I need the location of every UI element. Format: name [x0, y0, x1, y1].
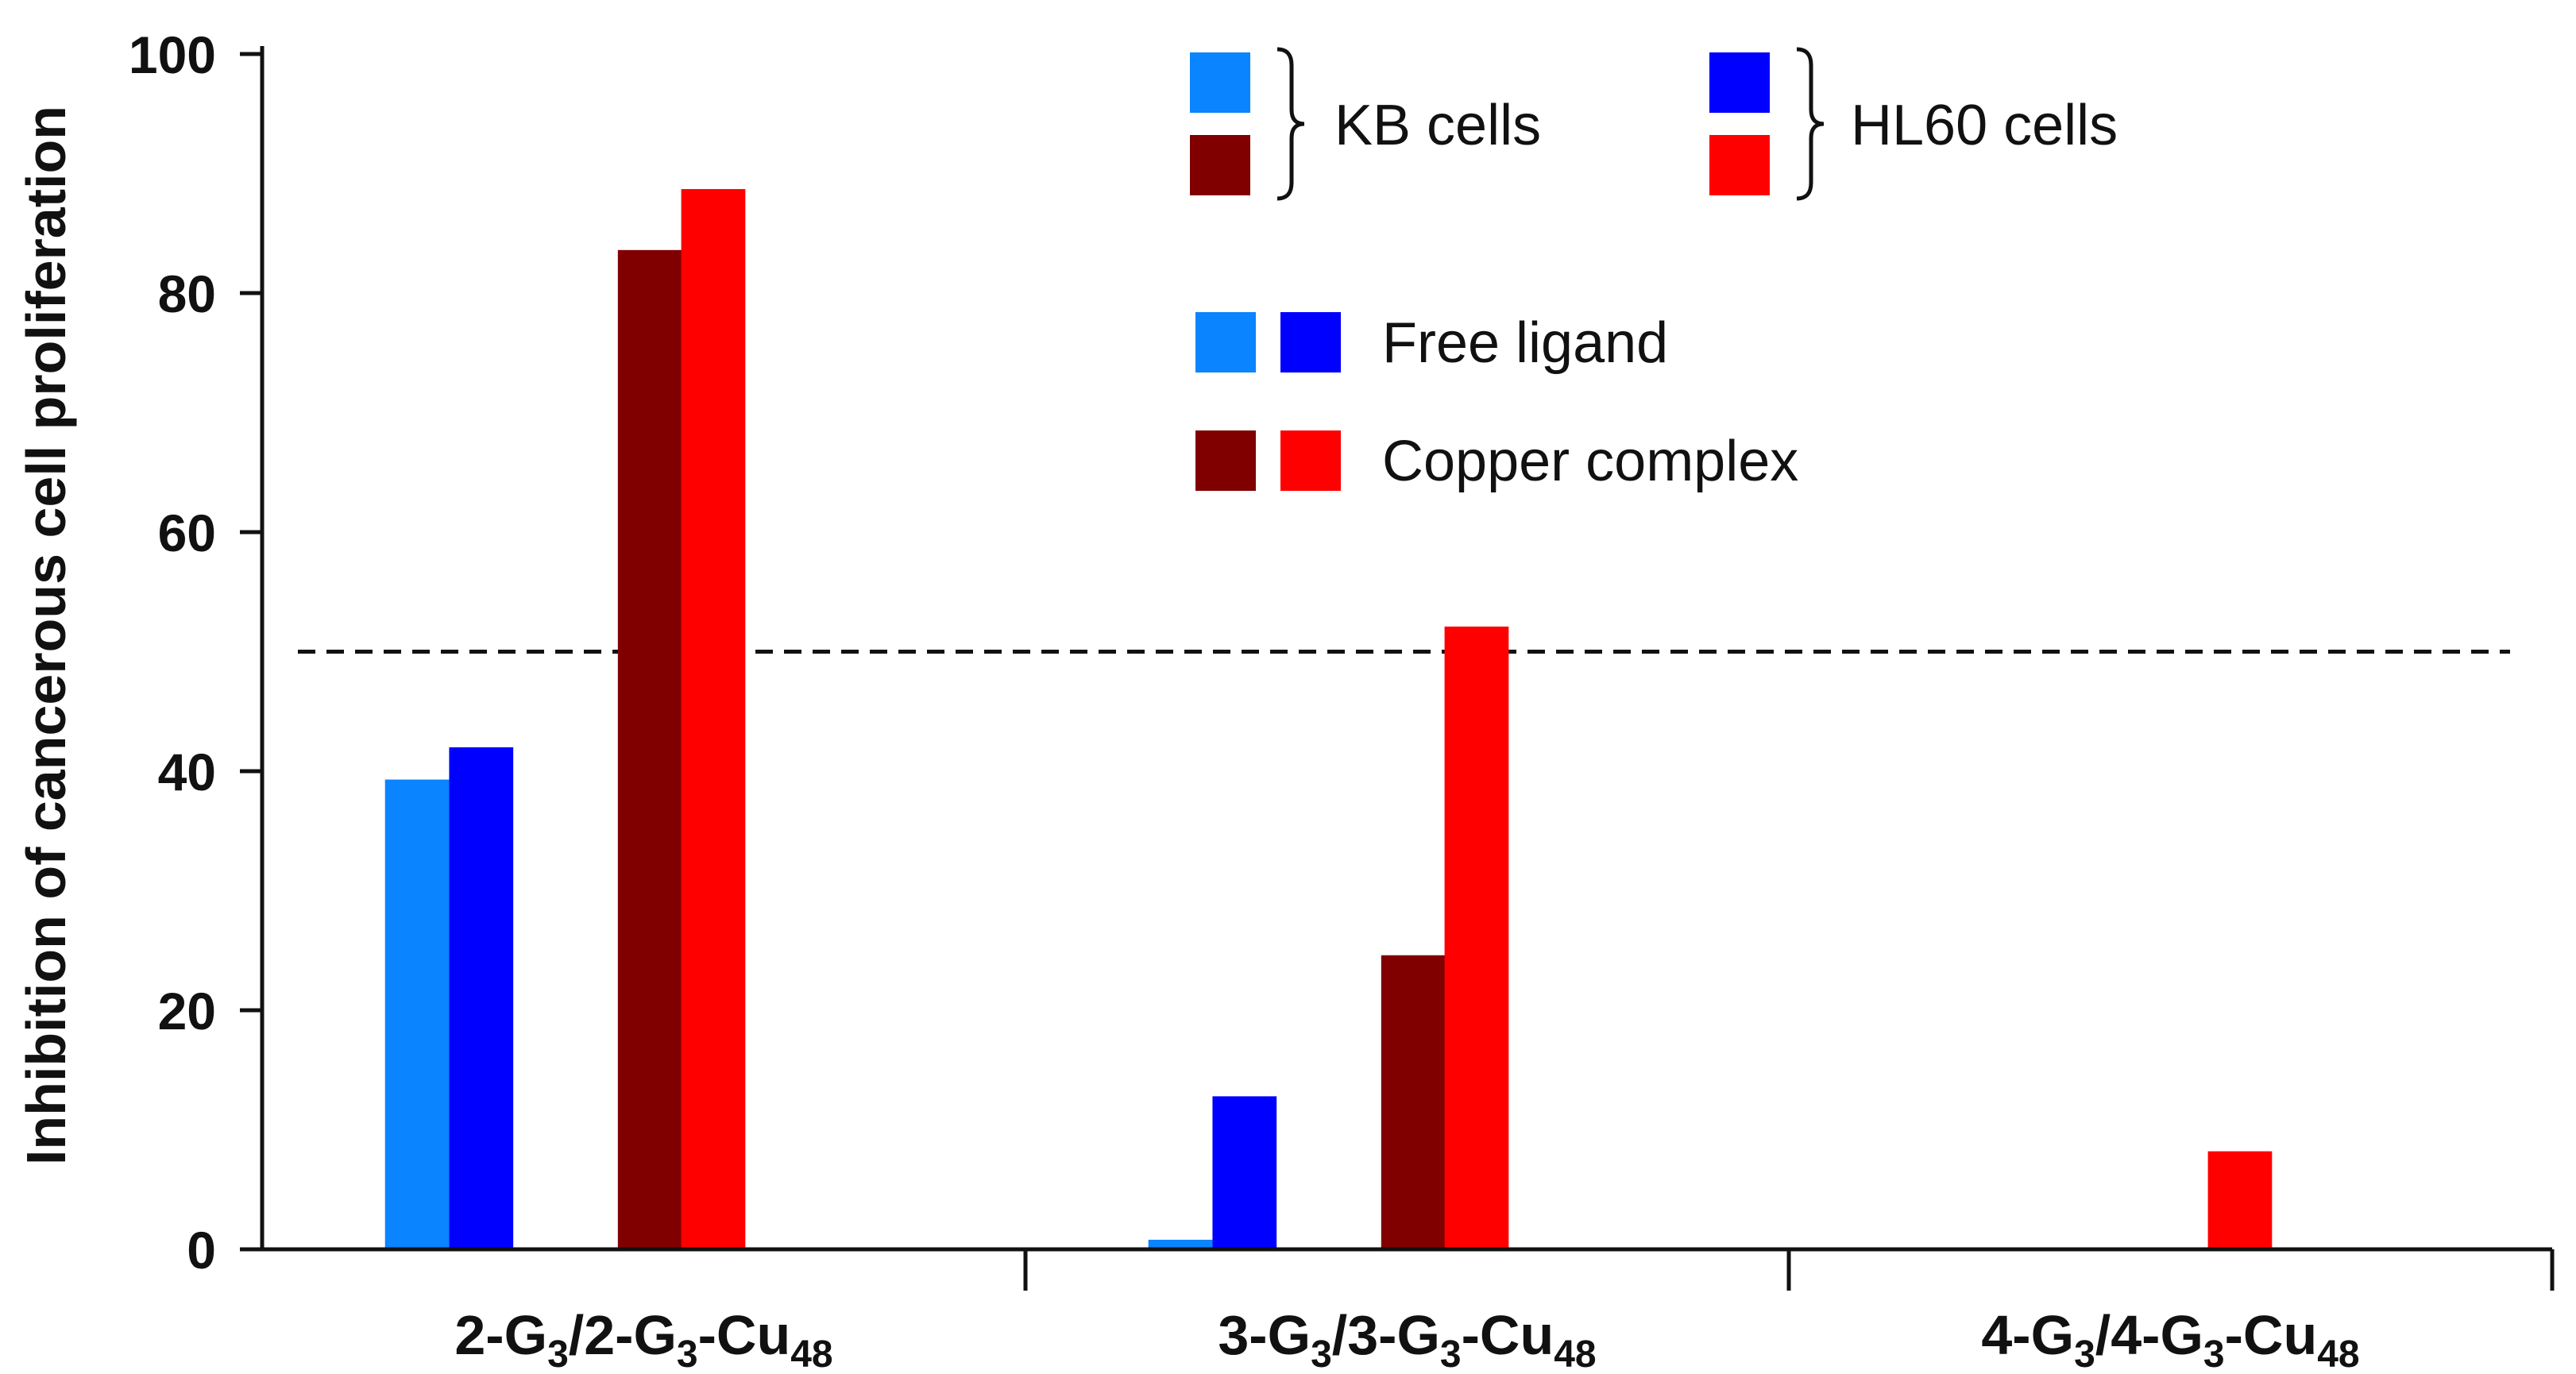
subscript: 3	[1440, 1333, 1462, 1374]
legend-label-treatment: Free ligand	[1382, 311, 1668, 375]
bar	[384, 779, 450, 1249]
subscript: 3	[677, 1333, 698, 1374]
label-part: /3-G	[1332, 1304, 1440, 1366]
bars-layer	[384, 189, 2273, 1250]
label-part: -Cu	[698, 1304, 791, 1366]
subscript: 48	[790, 1333, 832, 1374]
label-part: -Cu	[2225, 1304, 2318, 1366]
legend-label-cell-group: KB cells	[1334, 94, 1541, 157]
subscript: 3	[2074, 1333, 2095, 1374]
y-tick-label: 60	[158, 504, 216, 562]
y-tick-label: 100	[129, 25, 216, 84]
label-part: 2-G	[454, 1304, 547, 1366]
subscript: 48	[1554, 1333, 1596, 1374]
bar	[1212, 1096, 1277, 1249]
legend-swatch	[1709, 135, 1770, 195]
bar	[681, 189, 746, 1250]
bar	[617, 249, 682, 1249]
legend-swatch	[1195, 430, 1256, 491]
legend-swatch	[1190, 52, 1250, 113]
x-tick-label: 2-G3/2-G3-Cu48	[454, 1304, 832, 1374]
axes	[260, 46, 2552, 1252]
subscript: 3	[1311, 1333, 1332, 1374]
label-part: 4-G	[1981, 1304, 2074, 1366]
legend-swatch	[1190, 135, 1250, 195]
subscript: 3	[547, 1333, 569, 1374]
y-tick-label: 0	[187, 1221, 216, 1279]
subscript: 3	[2203, 1333, 2225, 1374]
x-tick-label: 3-G3/3-G3-Cu48	[1218, 1304, 1596, 1374]
legend-brace	[1796, 47, 1825, 201]
legend-brace	[1276, 47, 1305, 201]
y-tick-label: 40	[158, 743, 216, 801]
bar	[2207, 1151, 2273, 1249]
label-part: /4-G	[2095, 1304, 2203, 1366]
legend-swatch	[1280, 312, 1341, 372]
y-ticks: 0 20 40 60 80 100	[129, 25, 262, 1279]
x-ticks: 2-G3/2-G3-Cu48 3-G3/3-G3-Cu48 4-G3/4-G3-Cu…	[454, 1249, 2555, 1374]
y-axis-title: Inhibition of cancerous cell proliferati…	[15, 106, 77, 1165]
legend-swatch	[1280, 430, 1341, 491]
x-tick-label: 4-G3/4-G3-Cu48	[1981, 1304, 2359, 1374]
label-part: /2-G	[569, 1304, 677, 1366]
legend-swatch	[1195, 312, 1256, 372]
legend-swatch	[1709, 52, 1770, 113]
y-tick-label: 80	[158, 264, 216, 323]
bar	[449, 747, 514, 1249]
label-part: -Cu	[1462, 1304, 1554, 1366]
legend: KB cells HL60 cells Free ligand Copper comp…	[1190, 47, 2118, 493]
bar	[1148, 1239, 1213, 1249]
label-part: 3-G	[1218, 1304, 1311, 1366]
subscript: 48	[2317, 1333, 2359, 1374]
y-tick-label: 20	[158, 982, 216, 1040]
bar	[1444, 626, 1509, 1249]
bar	[1381, 955, 1446, 1249]
legend-label-treatment: Copper complex	[1382, 430, 1798, 493]
legend-label-cell-group: HL60 cells	[1851, 94, 2118, 157]
